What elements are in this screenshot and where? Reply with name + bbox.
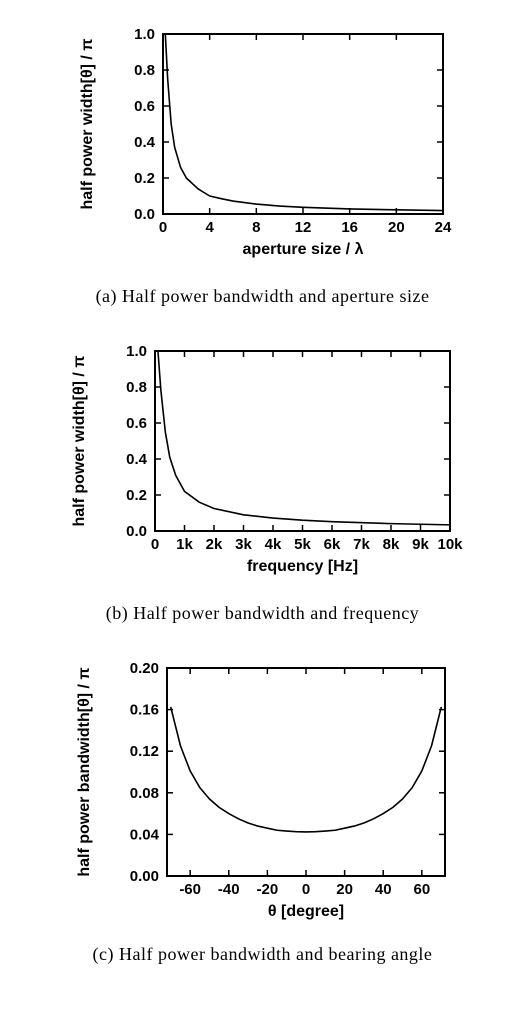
svg-text:8k: 8k [383,536,400,553]
svg-text:4: 4 [205,219,214,236]
svg-text:0.00: 0.00 [130,868,159,885]
svg-text:half power width[θ] / π: half power width[θ] / π [71,355,88,526]
svg-text:0.08: 0.08 [130,785,159,802]
svg-text:0: 0 [302,881,310,898]
svg-text:1.0: 1.0 [134,26,155,43]
svg-text:1.0: 1.0 [126,343,147,360]
svg-text:-60: -60 [179,881,201,898]
caption-b: (b) Half power bandwidth and frequency [106,603,419,624]
svg-text:0: 0 [151,536,159,553]
chart-b: 0 1k 2k 3k 4k 5k 6k 7k 8k 9k 10k 0.0 0.2 0.4 0.6 0.8 1.0… [60,333,465,589]
svg-text:7k: 7k [353,536,370,553]
svg-text:2k: 2k [206,536,223,553]
svg-text:0.12: 0.12 [130,743,159,760]
svg-text:-40: -40 [218,881,240,898]
svg-text:8: 8 [252,219,260,236]
svg-text:0.6: 0.6 [134,98,155,115]
svg-text:10k: 10k [437,536,463,553]
svg-text:0.8: 0.8 [126,379,147,396]
svg-text:20: 20 [387,219,404,236]
chart-c: -60 -40 -20 0 20 40 60 0.00 0.04 0.08 0.12 0.16 0.20… [65,650,460,930]
panel-a: 0 4 8 12 16 20 24 0.0 0.2 0.4 0.6 0.8 1.0 aperture si… [0,16,525,333]
svg-text:aperture size / λ: aperture size / λ [242,241,363,258]
svg-text:0.4: 0.4 [134,134,156,151]
svg-text:20: 20 [336,881,353,898]
svg-text:half power bandwidth[θ] / π: half power bandwidth[θ] / π [76,667,93,876]
caption-c: (c) Half power bandwidth and bearing ang… [93,944,433,965]
chart-a: 0 4 8 12 16 20 24 0.0 0.2 0.4 0.6 0.8 1.0 aperture si… [68,16,458,272]
svg-text:16: 16 [341,219,358,236]
svg-text:0.16: 0.16 [130,702,159,719]
panel-b: 0 1k 2k 3k 4k 5k 6k 7k 8k 9k 10k 0.0 0.2 0.4 0.6 0.8 1.0… [0,333,525,650]
svg-text:12: 12 [294,219,311,236]
svg-text:40: 40 [375,881,392,898]
svg-text:0.2: 0.2 [126,487,147,504]
svg-text:1k: 1k [176,536,193,553]
svg-text:60: 60 [413,881,430,898]
svg-text:0.2: 0.2 [134,170,155,187]
svg-text:-20: -20 [257,881,279,898]
svg-text:0.20: 0.20 [130,660,159,677]
svg-text:0.6: 0.6 [126,415,147,432]
svg-text:0: 0 [158,219,166,236]
svg-text:3k: 3k [235,536,252,553]
svg-text:6k: 6k [324,536,341,553]
svg-text:4k: 4k [265,536,282,553]
svg-text:0.0: 0.0 [134,206,155,223]
caption-a: (a) Half power bandwidth and aperture si… [96,286,430,307]
svg-text:θ [degree]: θ [degree] [268,903,344,920]
svg-text:0.8: 0.8 [134,62,155,79]
svg-text:5k: 5k [294,536,311,553]
svg-text:24: 24 [434,219,451,236]
svg-text:half power width[θ] / π: half power width[θ] / π [79,38,96,209]
figure-page: 0 4 8 12 16 20 24 0.0 0.2 0.4 0.6 0.8 1.0 aperture si… [0,0,525,1015]
svg-text:0.04: 0.04 [130,826,160,843]
svg-text:frequency [Hz]: frequency [Hz] [247,558,358,575]
svg-text:0.0: 0.0 [126,523,147,540]
svg-text:0.4: 0.4 [126,451,148,468]
panel-c: -60 -40 -20 0 20 40 60 0.00 0.04 0.08 0.12 0.16 0.20… [0,650,525,991]
svg-text:9k: 9k [412,536,429,553]
